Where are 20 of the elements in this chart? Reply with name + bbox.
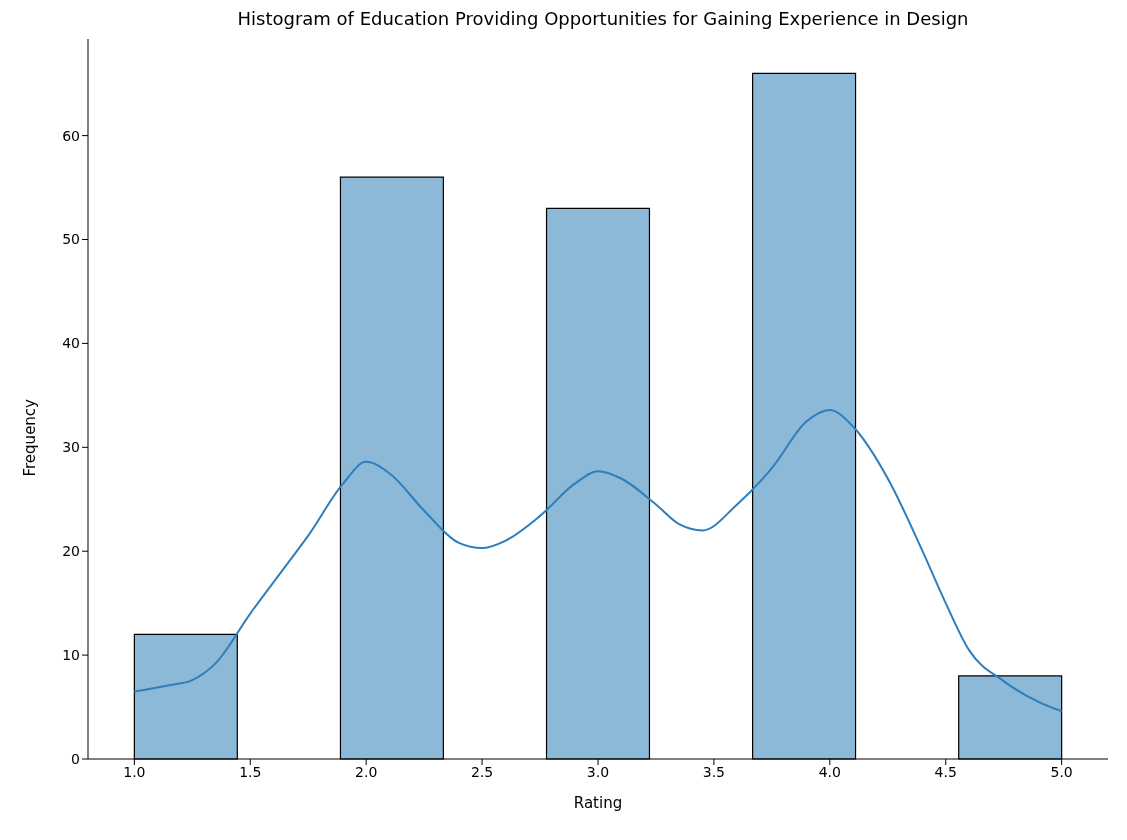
x-tick-label: 1.0 xyxy=(123,763,146,780)
x-axis-title: Rating xyxy=(573,793,623,812)
x-tick-label: 5.0 xyxy=(1050,763,1073,780)
y-tick-label: 60 xyxy=(62,127,80,144)
y-tick-label: 50 xyxy=(62,231,80,248)
x-tick-label: 2.0 xyxy=(355,763,378,780)
chart-title: Histogram of Education Providing Opportunities for Gaining Experience in Design xyxy=(236,8,970,29)
x-tick-label: 3.5 xyxy=(702,763,726,780)
x-tick-label: 4.5 xyxy=(934,763,957,780)
y-tick-label: 40 xyxy=(62,335,80,352)
y-tick-label: 30 xyxy=(62,439,80,456)
x-tick-label: 4.0 xyxy=(818,763,841,780)
line-series xyxy=(133,408,1063,713)
y-tick-label: 0 xyxy=(71,750,80,767)
y-axis-title: Frequency xyxy=(21,398,40,477)
y-tick-label: 20 xyxy=(62,543,80,560)
x-tick-label: 2.5 xyxy=(470,763,494,780)
x-tick-label: 3.0 xyxy=(586,763,610,780)
x-tick-label: 1.5 xyxy=(239,763,262,780)
y-tick-label: 10 xyxy=(62,647,80,664)
